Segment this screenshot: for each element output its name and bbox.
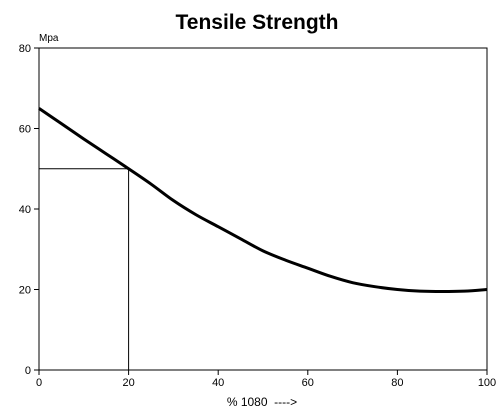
x-tick-label: 80 (391, 377, 403, 389)
x-tick-label: 20 (122, 377, 134, 389)
plot-frame (38, 47, 488, 371)
y-tick-label: 40 (19, 204, 31, 216)
x-axis-label: % 1080 ----> (227, 395, 297, 409)
y-tick-label: 20 (19, 285, 31, 297)
y-tick-label: 60 (19, 124, 31, 136)
chart-title: Tensile Strength (176, 11, 339, 34)
x-tick-label: 60 (302, 377, 314, 389)
x-tick-label: 40 (212, 377, 224, 389)
x-axis-ticks: 0 20 40 60 80 100 (36, 370, 496, 389)
y-axis-label: Mpa (39, 33, 59, 44)
x-tick-label: 100 (478, 377, 496, 389)
y-tick-label: 80 (19, 43, 31, 55)
y-tick-label: 0 (25, 365, 31, 377)
y-axis-ticks: 0 20 40 60 80 (19, 43, 39, 377)
reference-lines (39, 168, 130, 370)
series-line-0 (38, 107, 488, 294)
data-series (38, 107, 488, 294)
x-tick-label: 0 (36, 377, 42, 389)
